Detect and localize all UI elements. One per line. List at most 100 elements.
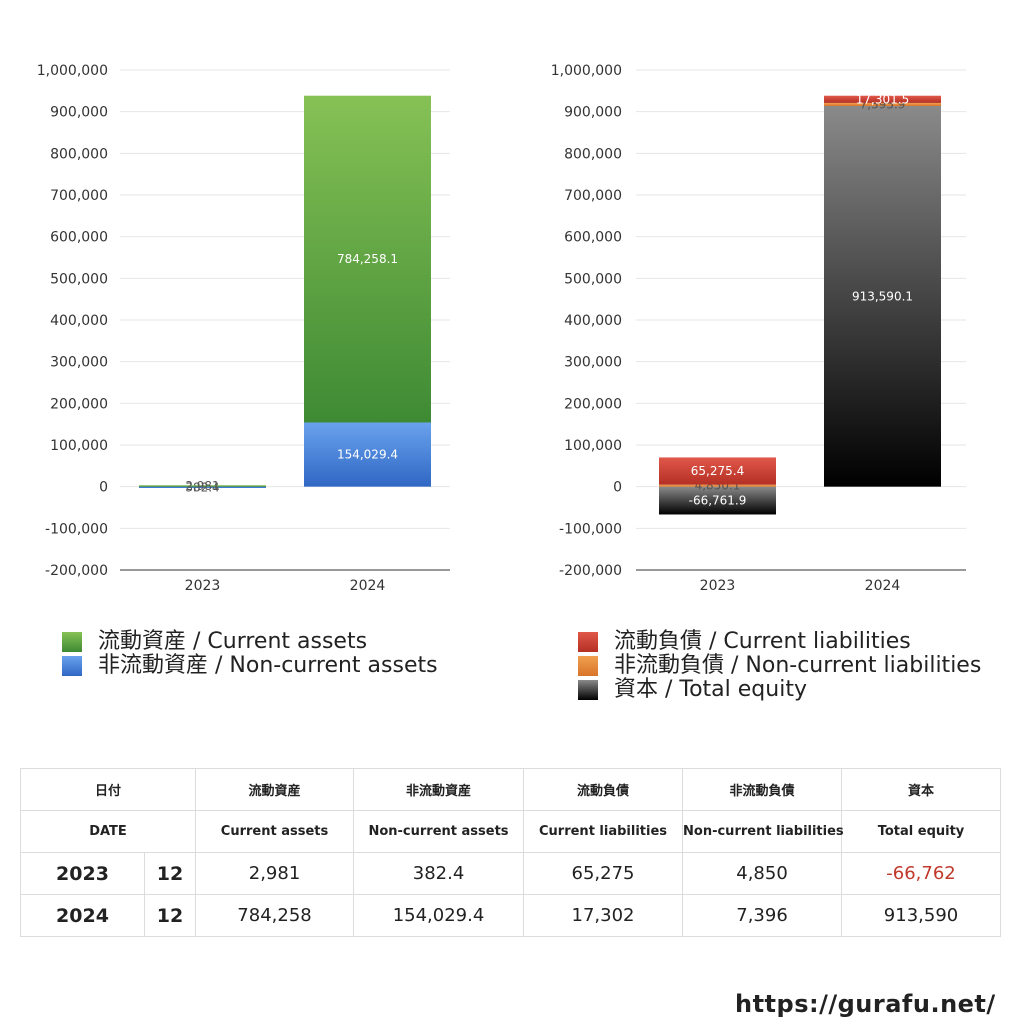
y-tick-label: 700,000 — [50, 188, 108, 204]
bar-current-liabilities — [659, 457, 776, 485]
y-tick-label: 1,000,000 — [551, 63, 622, 79]
legend-label: 非流動資産 / Non-current assets — [98, 653, 438, 678]
y-tick-label: 200,000 — [564, 396, 622, 412]
y-tick-label: 100,000 — [564, 438, 622, 454]
x-tick-label: 2024 — [865, 578, 901, 594]
legend-label: 資本 / Total equity — [614, 677, 807, 702]
cell-non-current-liabilities: 4,850 — [682, 852, 843, 895]
y-tick-label: 500,000 — [50, 271, 108, 287]
y-tick-label: -100,000 — [559, 521, 622, 537]
cell-current-liabilities: 65,275 — [523, 852, 684, 895]
financial-table: 日付 流動資産 非流動資産 流動負債 非流動負債 資本 DATE Current… — [19, 768, 1002, 937]
y-tick-label: 600,000 — [50, 230, 108, 246]
y-tick-label: 600,000 — [564, 230, 622, 246]
y-tick-label: 400,000 — [564, 313, 622, 329]
legend-label: 流動負債 / Current liabilities — [614, 629, 911, 654]
bar-total-equity — [659, 486, 776, 515]
data-label: -66,761.9 — [689, 494, 747, 508]
y-tick-label: 900,000 — [564, 105, 622, 121]
legend-swatch-non-current-assets — [62, 656, 82, 676]
header-total-equity-en: Total equity — [841, 810, 1002, 853]
y-tick-label: -200,000 — [45, 563, 108, 579]
x-tick-label: 2024 — [350, 578, 386, 594]
legend-swatch-total-equity — [578, 680, 598, 700]
header-current-assets-jp: 流動資産 — [195, 768, 355, 811]
legend-label: 非流動負債 / Non-current liabilities — [614, 653, 982, 678]
data-label: 17,301.5 — [856, 92, 909, 106]
liabilities-legend: 流動負債 / Current liabilities 非流動負債 / Non-c… — [578, 630, 981, 702]
header-current-liabilities-en: Current liabilities — [523, 810, 684, 853]
x-tick-label: 2023 — [700, 578, 736, 594]
bar-non-current-assets — [139, 486, 266, 489]
table-header-jp: 日付 流動資産 非流動資産 流動負債 非流動負債 資本 — [19, 768, 1002, 811]
y-tick-label: 800,000 — [50, 146, 108, 162]
cell-month: 12 — [143, 852, 197, 895]
bar-total-equity — [824, 106, 941, 487]
bar-non-current-liabilities — [824, 102, 941, 107]
header-non-current-assets-jp: 非流動資産 — [353, 768, 525, 811]
data-label: 2,981 — [185, 479, 219, 493]
cell-year: 2024 — [20, 894, 145, 937]
table-row: 2024 12 784,258 154,029.4 17,302 7,396 9… — [20, 894, 1002, 937]
site-url: https://gurafu.net/ — [735, 990, 996, 1018]
data-label: 382.4 — [185, 480, 219, 494]
legend-swatch-non-current-liabilities — [578, 656, 598, 676]
cell-year: 2023 — [20, 852, 145, 895]
bar-non-current-assets — [304, 422, 431, 487]
assets-chart: 1,000,000 900,000 800,000 700,000 600,000 500… — [37, 63, 450, 594]
cell-non-current-liabilities: 7,396 — [682, 894, 843, 937]
y-tick-label: 1,000,000 — [37, 63, 108, 79]
table-row: 2023 12 2,981 382.4 65,275 4,850 -66,762 — [20, 852, 1002, 895]
x-tick-label: 2023 — [185, 578, 221, 594]
bar-current-assets — [304, 95, 431, 423]
assets-legend: 流動資産 / Current assets 非流動資産 / Non-curren… — [62, 630, 438, 678]
y-tick-label: 0 — [99, 480, 108, 496]
y-tick-label: 0 — [613, 480, 622, 496]
header-non-current-liabilities-en: Non-current liabilities — [682, 810, 844, 853]
y-tick-label: 200,000 — [50, 396, 108, 412]
header-non-current-liabilities-jp: 非流動負債 — [682, 768, 843, 811]
cell-current-liabilities: 17,302 — [523, 894, 684, 937]
data-label: 154,029.4 — [337, 448, 398, 462]
cell-total-equity: -66,762 — [841, 852, 1002, 895]
cell-current-assets: 2,981 — [195, 852, 355, 895]
legend-item-non-current-assets: 非流動資産 / Non-current assets — [62, 654, 438, 678]
table-header-en: DATE Current assets Non-current assets C… — [19, 810, 1002, 853]
header-total-equity-jp: 資本 — [841, 768, 1002, 811]
bar-current-liabilities — [824, 95, 941, 103]
liabilities-equity-chart: 1,000,000 900,000 800,000 700,000 600,000 500… — [551, 63, 966, 594]
header-date-en: DATE — [19, 810, 197, 853]
y-tick-label: 800,000 — [564, 146, 622, 162]
legend-item-current-assets: 流動資産 / Current assets — [62, 630, 438, 654]
header-non-current-assets-en: Non-current assets — [353, 810, 525, 853]
y-tick-label: 400,000 — [50, 313, 108, 329]
bar-non-current-liabilities — [659, 484, 776, 487]
legend-swatch-current-liabilities — [578, 632, 598, 652]
data-label: 65,275.4 — [691, 464, 744, 478]
header-current-liabilities-jp: 流動負債 — [523, 768, 684, 811]
bar-current-assets — [139, 485, 266, 487]
y-tick-label: 100,000 — [50, 438, 108, 454]
y-tick-label: 500,000 — [564, 271, 622, 287]
cell-non-current-assets: 154,029.4 — [353, 894, 525, 937]
legend-item-total-equity: 資本 / Total equity — [578, 678, 981, 702]
header-current-assets-en: Current assets — [195, 810, 355, 853]
y-tick-label: 300,000 — [50, 355, 108, 371]
legend-item-current-liabilities: 流動負債 / Current liabilities — [578, 630, 981, 654]
charts-canvas: 1,000,000 900,000 800,000 700,000 600,000 500… — [37, 63, 966, 594]
y-tick-label: 300,000 — [564, 355, 622, 371]
y-tick-label: 900,000 — [50, 105, 108, 121]
data-label: 784,258.1 — [337, 252, 398, 266]
legend-swatch-current-assets — [62, 632, 82, 652]
legend-item-non-current-liabilities: 非流動負債 / Non-current liabilities — [578, 654, 981, 678]
y-tick-label: -200,000 — [559, 563, 622, 579]
cell-total-equity: 913,590 — [841, 894, 1002, 937]
header-date-jp: 日付 — [19, 768, 197, 811]
cell-month: 12 — [143, 894, 197, 937]
y-tick-label: 700,000 — [564, 188, 622, 204]
legend-label: 流動資産 / Current assets — [98, 629, 368, 654]
cell-non-current-assets: 382.4 — [353, 852, 525, 895]
data-label: 913,590.1 — [852, 289, 913, 303]
y-tick-label: -100,000 — [45, 521, 108, 537]
cell-current-assets: 784,258 — [195, 894, 355, 937]
